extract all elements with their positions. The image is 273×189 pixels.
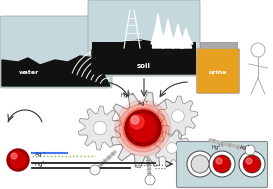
Circle shape xyxy=(209,151,235,177)
Circle shape xyxy=(10,152,26,168)
Circle shape xyxy=(145,175,155,185)
Polygon shape xyxy=(180,28,192,48)
FancyBboxPatch shape xyxy=(197,49,239,94)
Circle shape xyxy=(90,165,100,175)
Circle shape xyxy=(125,110,161,146)
Circle shape xyxy=(246,158,252,164)
Text: Hg$^{2+}$: Hg$^{2+}$ xyxy=(211,143,225,153)
Circle shape xyxy=(245,145,255,155)
Text: #: # xyxy=(22,71,23,72)
Text: Ag$^+$: Ag$^+$ xyxy=(137,99,149,109)
Polygon shape xyxy=(173,24,184,48)
Polygon shape xyxy=(158,96,198,136)
FancyBboxPatch shape xyxy=(200,42,236,50)
FancyBboxPatch shape xyxy=(177,142,268,187)
Text: Hg$^{2+}$: Hg$^{2+}$ xyxy=(34,160,50,170)
Circle shape xyxy=(123,108,163,148)
Polygon shape xyxy=(179,34,193,44)
Circle shape xyxy=(243,155,261,173)
Polygon shape xyxy=(151,20,165,44)
FancyBboxPatch shape xyxy=(92,42,196,72)
Polygon shape xyxy=(2,56,110,86)
Circle shape xyxy=(7,149,29,171)
Circle shape xyxy=(129,114,157,142)
Circle shape xyxy=(216,158,222,164)
Text: Hg$^{2+}$: Hg$^{2+}$ xyxy=(120,91,136,101)
Circle shape xyxy=(130,115,144,129)
Polygon shape xyxy=(154,130,190,166)
Text: water: water xyxy=(19,70,39,75)
Circle shape xyxy=(167,143,177,153)
Polygon shape xyxy=(78,106,122,150)
Circle shape xyxy=(187,151,213,177)
Circle shape xyxy=(93,121,107,135)
Polygon shape xyxy=(106,92,182,168)
Circle shape xyxy=(213,155,231,173)
Text: urine: urine xyxy=(209,70,227,75)
Circle shape xyxy=(172,110,184,122)
FancyBboxPatch shape xyxy=(88,0,200,76)
Polygon shape xyxy=(162,19,174,48)
Circle shape xyxy=(115,100,171,156)
FancyBboxPatch shape xyxy=(10,64,49,77)
Polygon shape xyxy=(161,25,175,44)
Circle shape xyxy=(239,151,265,177)
FancyBboxPatch shape xyxy=(0,16,112,88)
Polygon shape xyxy=(152,14,164,48)
Text: Ag$^+$: Ag$^+$ xyxy=(34,150,47,160)
Text: soil: soil xyxy=(137,63,151,69)
Circle shape xyxy=(191,155,209,173)
Circle shape xyxy=(131,116,139,124)
Circle shape xyxy=(132,118,156,142)
Circle shape xyxy=(11,153,17,159)
Circle shape xyxy=(119,104,167,152)
Text: Ag$^+$: Ag$^+$ xyxy=(239,143,251,153)
Polygon shape xyxy=(171,30,185,44)
Polygon shape xyxy=(92,40,196,74)
